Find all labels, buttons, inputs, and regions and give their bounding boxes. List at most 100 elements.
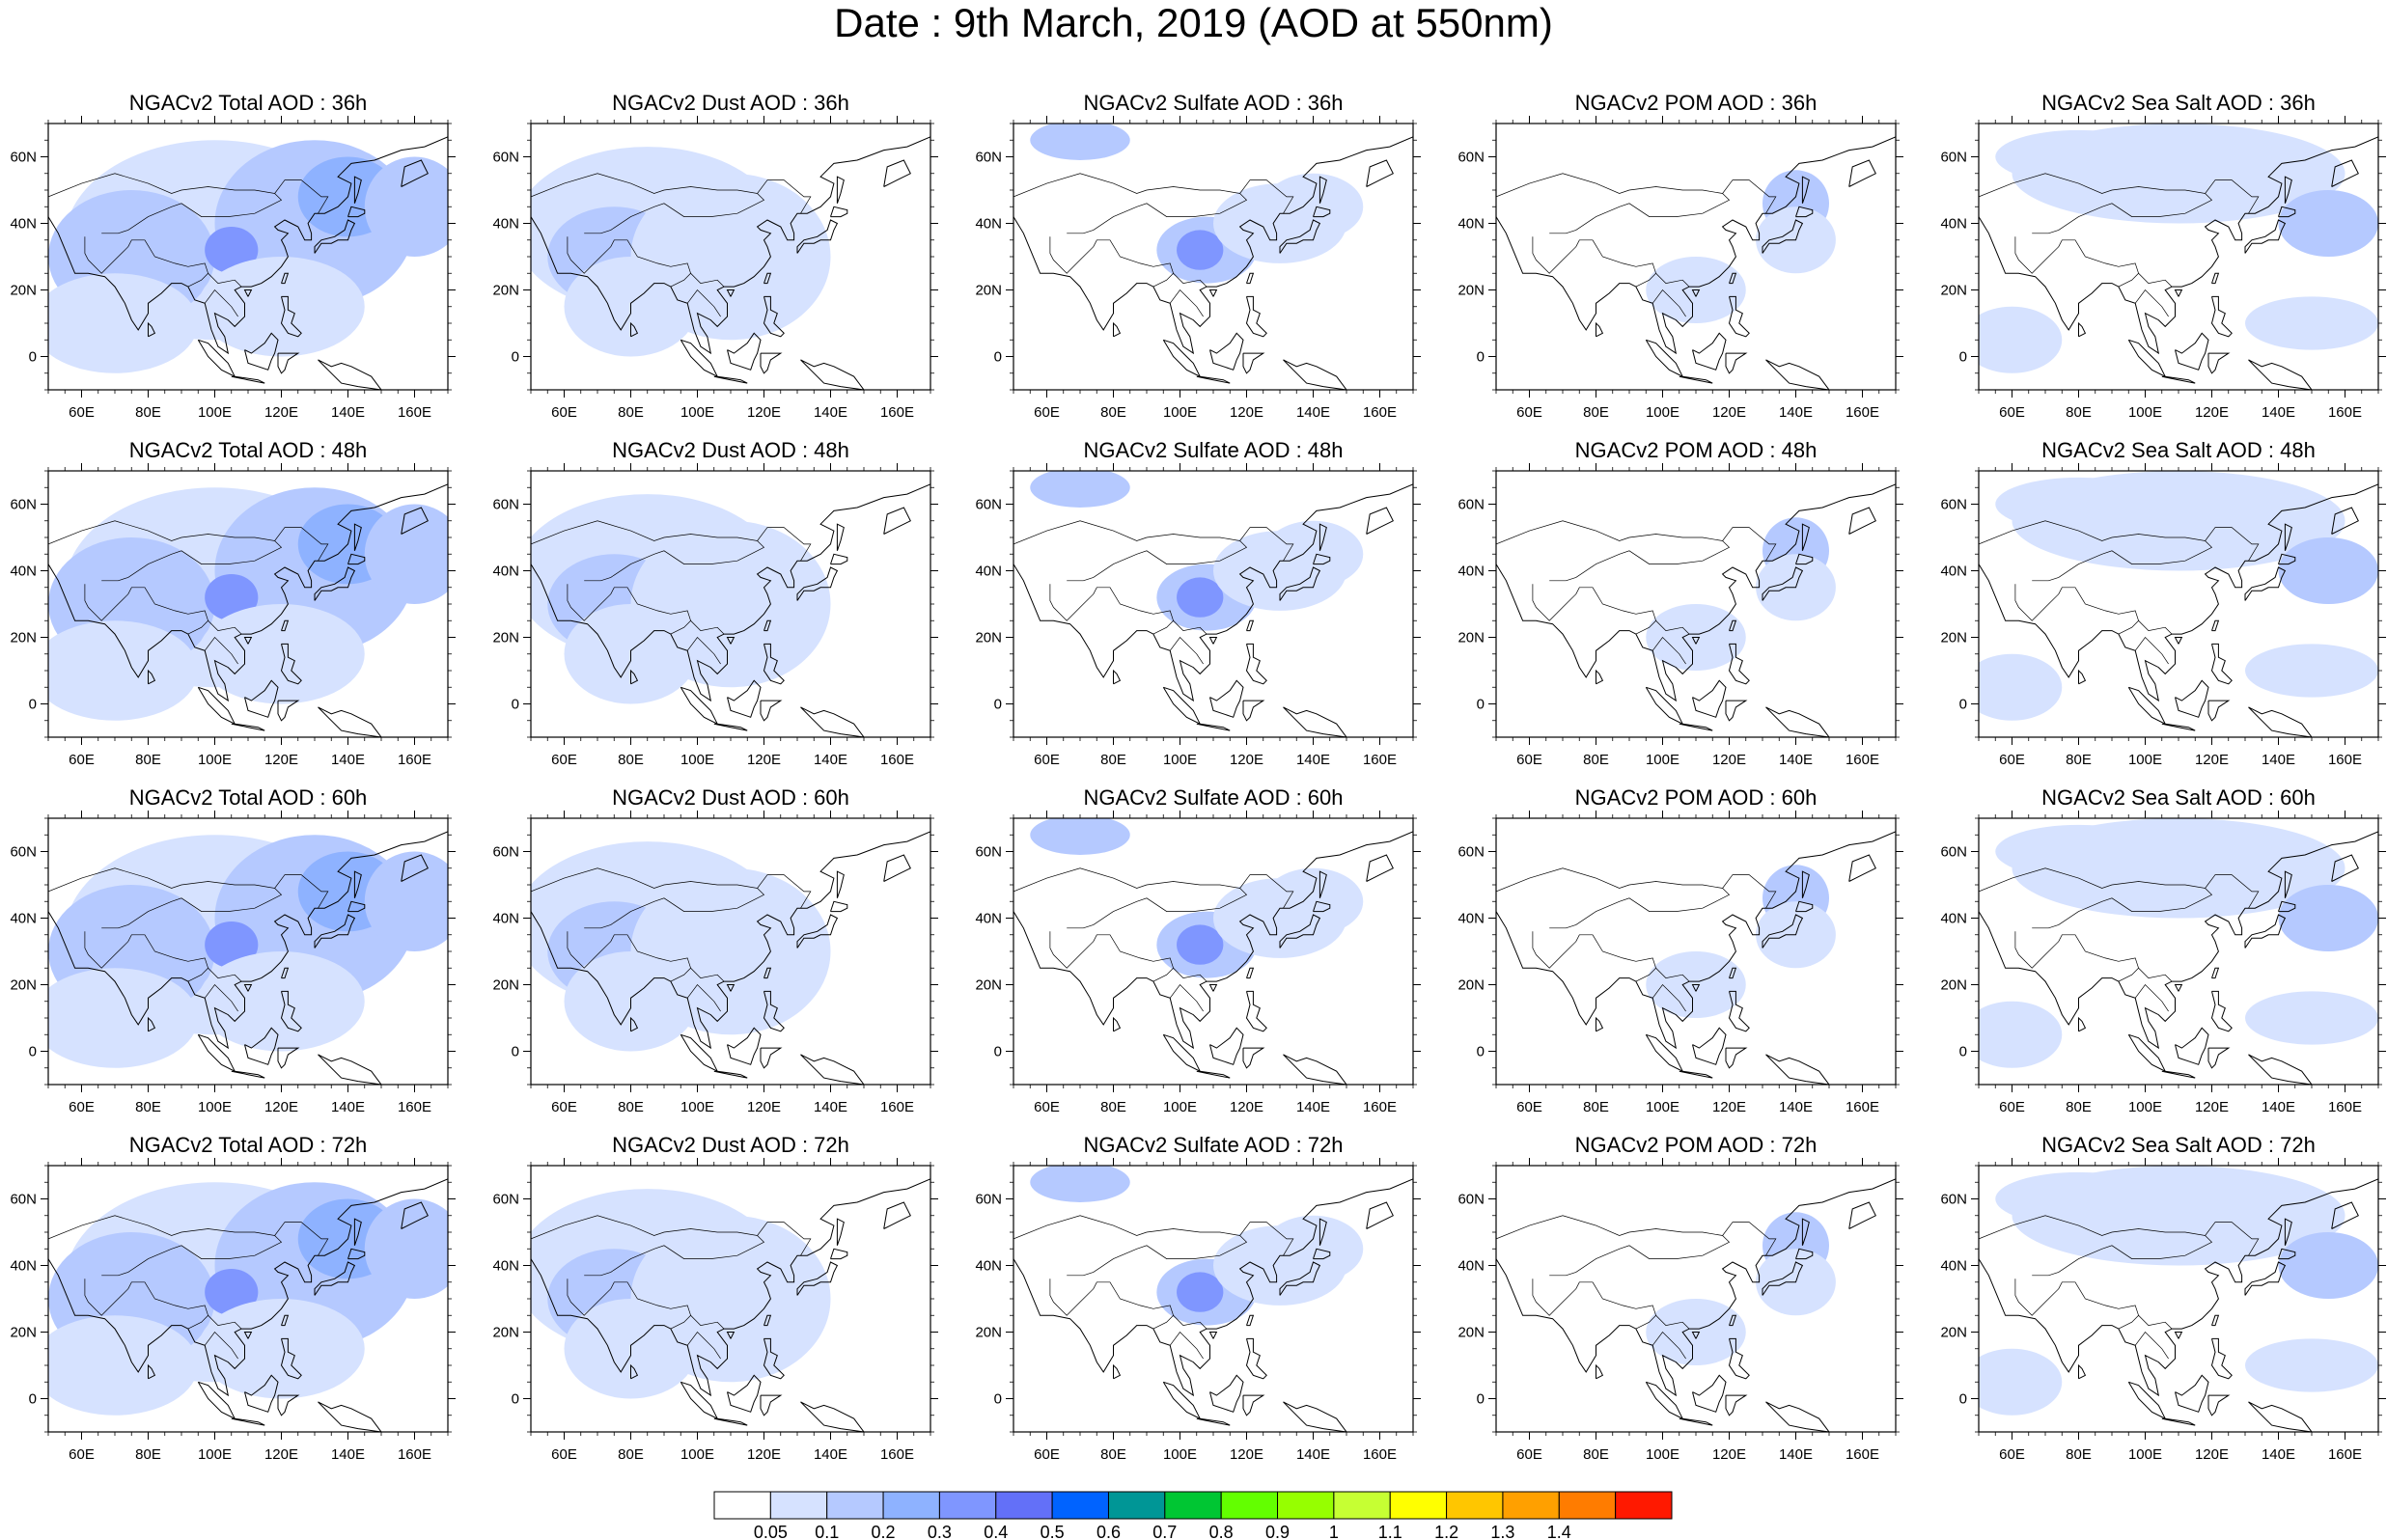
- colorbar-label: 0.9: [1265, 1523, 1290, 1540]
- lat-tick-label: 0: [1959, 349, 1967, 366]
- aod-patch: [1263, 520, 1364, 588]
- lon-tick-label: 80E: [2066, 404, 2092, 421]
- lon-tick-label: 140E: [814, 404, 847, 421]
- lat-tick-label: 40N: [1940, 216, 1967, 233]
- lon-tick-label: 160E: [2328, 404, 2362, 421]
- lat-tick-label: 40N: [1940, 911, 1967, 927]
- lon-tick-label: 160E: [1363, 1099, 1397, 1115]
- lon-tick-label: 100E: [2128, 1446, 2162, 1463]
- lat-tick-label: 20N: [1457, 977, 1485, 994]
- lat-tick-label: 20N: [975, 977, 1002, 994]
- lon-tick-label: 140E: [2262, 752, 2295, 768]
- aod-field: [1030, 818, 1364, 978]
- lon-tick-label: 140E: [2262, 404, 2295, 421]
- lon-tick-label: 60E: [69, 404, 95, 421]
- lat-tick-label: 60N: [10, 497, 37, 513]
- colorbar-label: 0.2: [872, 1523, 896, 1540]
- lon-tick-label: 80E: [618, 752, 644, 768]
- aod-patch: [48, 1315, 199, 1416]
- aod-patch: [1979, 306, 2063, 373]
- lat-tick-label: 60N: [492, 844, 519, 861]
- lon-tick-label: 80E: [1100, 1446, 1126, 1463]
- lon-tick-label: 120E: [1712, 1446, 1746, 1463]
- lon-tick-label: 60E: [1034, 752, 1060, 768]
- colorbar-swatch: [1277, 1491, 1335, 1520]
- lon-tick-label: 160E: [880, 404, 914, 421]
- lat-tick-label: 20N: [10, 630, 37, 646]
- lat-tick-label: 0: [512, 697, 519, 713]
- lon-tick-label: 60E: [69, 752, 95, 768]
- lon-tick-label: 60E: [551, 1099, 577, 1115]
- lon-tick-label: 80E: [2066, 1099, 2092, 1115]
- lat-tick-label: 0: [994, 349, 1002, 366]
- lon-tick-label: 100E: [680, 1446, 714, 1463]
- lat-tick-label: 40N: [492, 564, 519, 580]
- aod-patch: [48, 968, 199, 1068]
- aod-field: [1030, 1166, 1364, 1326]
- lon-tick-label: 160E: [880, 1446, 914, 1463]
- map-panel: 60N 40N 20N 0 60E 80E 100E 120E 140E 160E: [1457, 811, 1903, 1115]
- map-panel: 60N 40N 20N 0 60E 80E 100E 120E 140E 160E: [975, 811, 1421, 1115]
- lon-tick-label: 80E: [1100, 752, 1126, 768]
- lat-tick-label: 20N: [1940, 283, 1967, 299]
- map-panel: 60N 40N 20N 0 60E 80E 100E 120E 140E 160E: [1940, 1158, 2386, 1463]
- lat-tick-label: 20N: [10, 1325, 37, 1341]
- aod-patch: [205, 1268, 259, 1316]
- lon-tick-label: 160E: [398, 752, 431, 768]
- coastlines: [48, 136, 448, 390]
- panel-title: NGACv2 POM AOD : 72h: [1574, 1133, 1818, 1157]
- lon-tick-label: 80E: [135, 1099, 161, 1115]
- aod-patch: [1177, 924, 1224, 965]
- colorbar-swatch: [995, 1491, 1053, 1520]
- lon-tick-label: 100E: [198, 404, 232, 421]
- lat-tick-label: 20N: [1457, 283, 1485, 299]
- panel-title: NGACv2 Dust AOD : 48h: [612, 438, 849, 462]
- colorbar-label: 0.5: [1041, 1523, 1065, 1540]
- panel-title: NGACv2 Sea Salt AOD : 60h: [2041, 785, 2316, 810]
- lon-tick-label: 160E: [1363, 1446, 1397, 1463]
- lon-tick-label: 160E: [398, 404, 431, 421]
- map-panel: 60N 40N 20N 0 60E 80E 100E 120E 140E 160E: [10, 463, 456, 768]
- aod-patch: [1979, 653, 2063, 721]
- colorbar-swatch: [1107, 1491, 1166, 1520]
- coastlines: [48, 483, 448, 737]
- lon-tick-label: 160E: [398, 1446, 431, 1463]
- map-panel: 60N 40N 20N 0 60E 80E 100E 120E 140E 160E: [1940, 116, 2386, 421]
- lat-tick-label: 60N: [10, 150, 37, 166]
- figure-title: Date : 9th March, 2019 (AOD at 550nm): [834, 0, 1553, 45]
- lon-tick-label: 140E: [331, 404, 365, 421]
- aod-patch: [1263, 867, 1364, 935]
- lat-tick-label: 20N: [10, 283, 37, 299]
- lon-tick-label: 160E: [1363, 404, 1397, 421]
- lat-tick-label: 20N: [1940, 1325, 1967, 1341]
- lon-tick-label: 80E: [1583, 752, 1609, 768]
- aod-patch: [1995, 129, 2162, 184]
- lon-tick-label: 60E: [1516, 1099, 1542, 1115]
- lon-tick-label: 160E: [1363, 752, 1397, 768]
- aod-patch: [1030, 471, 1130, 508]
- aod-patch: [198, 1299, 365, 1399]
- lon-tick-label: 120E: [747, 1099, 781, 1115]
- lon-tick-label: 80E: [2066, 752, 2092, 768]
- lat-tick-label: 60N: [1940, 844, 1967, 861]
- colorbar-swatch: [1558, 1491, 1617, 1520]
- map-panel: 60N 40N 20N 0 60E 80E 100E 120E 140E 160E: [1940, 463, 2386, 768]
- lon-tick-label: 80E: [135, 404, 161, 421]
- lon-tick-label: 140E: [1296, 1099, 1330, 1115]
- lat-tick-label: 40N: [1457, 911, 1485, 927]
- aod-patch: [198, 257, 365, 357]
- colorbar-swatch: [769, 1491, 828, 1520]
- panel-title: NGACv2 Sulfate AOD : 72h: [1083, 1133, 1344, 1157]
- map-panel: 60N 40N 20N 0 60E 80E 100E 120E 140E 160E: [975, 1158, 1421, 1463]
- lat-tick-label: 60N: [1457, 150, 1485, 166]
- lat-tick-label: 20N: [492, 1325, 519, 1341]
- map-panel: 60N 40N 20N 0 60E 80E 100E 120E 140E 160E: [492, 811, 938, 1115]
- lon-tick-label: 100E: [1646, 404, 1679, 421]
- lat-tick-label: 20N: [492, 977, 519, 994]
- lon-tick-label: 80E: [1583, 404, 1609, 421]
- colorbar-swatch: [1446, 1491, 1504, 1520]
- lat-tick-label: 40N: [975, 1258, 1002, 1275]
- lat-tick-label: 0: [1959, 697, 1967, 713]
